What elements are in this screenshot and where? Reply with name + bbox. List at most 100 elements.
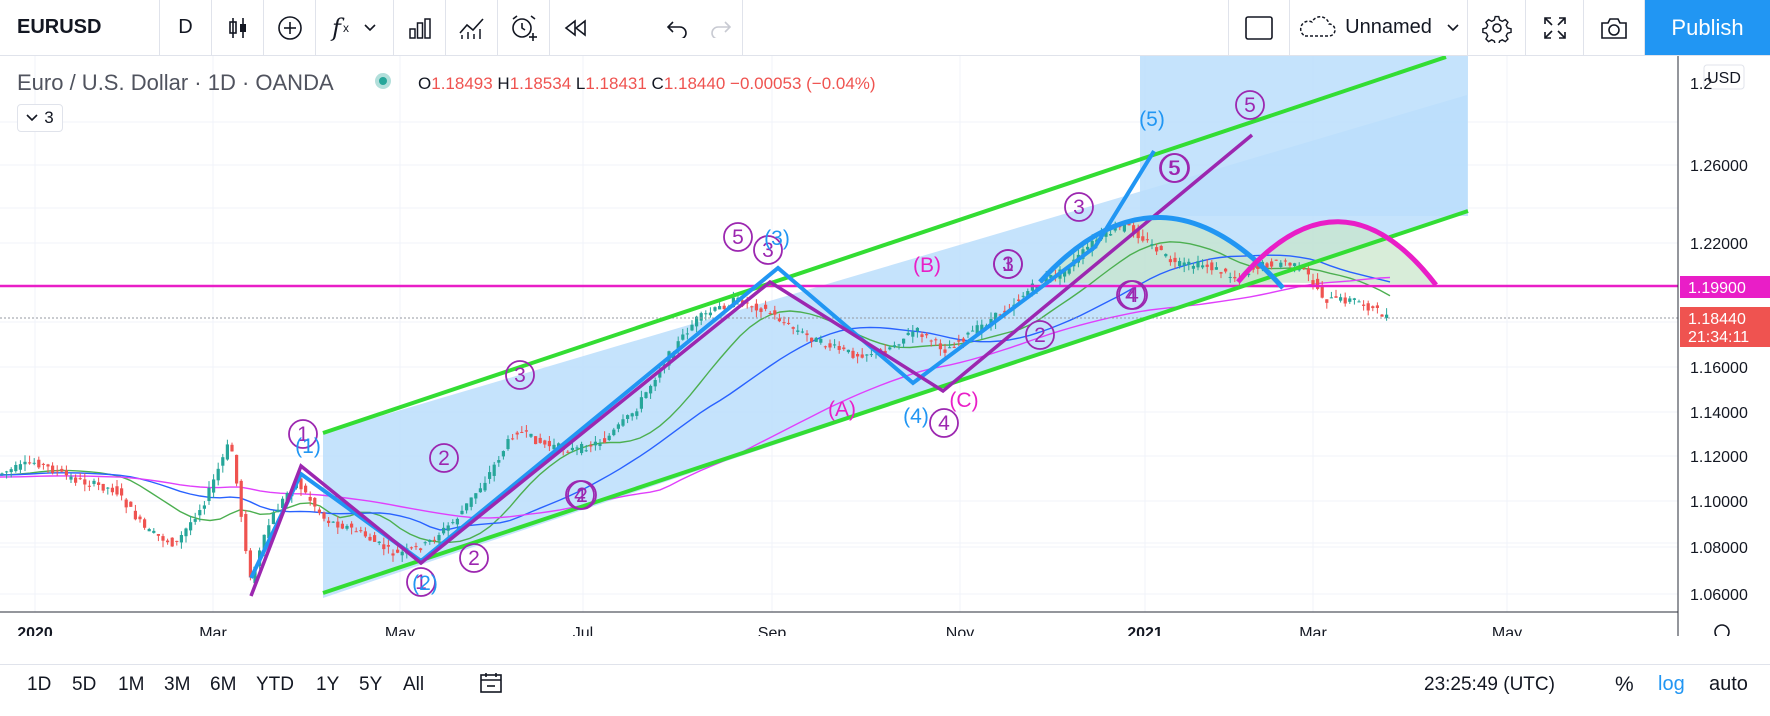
symbol-search-button[interactable]: EURUSD <box>0 0 160 55</box>
wave-label[interactable]: 3 <box>753 235 783 265</box>
candle-body <box>543 440 547 445</box>
wave-label-text: 3 <box>1002 253 1014 276</box>
wave-label[interactable]: 2 <box>567 480 597 510</box>
templates-button[interactable] <box>446 0 498 55</box>
candle-body <box>46 464 50 467</box>
wave-label[interactable]: (3) <box>764 227 790 250</box>
price-chart[interactable]: 1234512345324512345(1)(2)(3)(4)(5)(A)(B)… <box>0 56 1770 636</box>
arc-blue[interactable] <box>1038 215 1285 290</box>
utc-clock[interactable]: 23:25:49 (UTC) <box>1424 674 1555 695</box>
channel-lower-line[interactable] <box>322 209 1469 595</box>
chart-type-button[interactable] <box>212 0 264 55</box>
elliott-wave-purple[interactable] <box>249 133 1254 597</box>
range-button[interactable]: 1M <box>118 674 145 695</box>
candle-body <box>244 514 248 552</box>
undo-button[interactable] <box>655 0 699 55</box>
high-label: H <box>497 74 510 93</box>
arc-magenta[interactable] <box>1236 219 1438 287</box>
candle-body <box>787 322 791 324</box>
candle-body <box>994 312 998 323</box>
candle-body <box>695 316 699 327</box>
candle-body <box>133 510 137 520</box>
wave-label[interactable]: 2 <box>429 443 459 473</box>
indicator-templates-icon <box>458 17 484 39</box>
settings-button[interactable] <box>1468 0 1526 55</box>
fullscreen-button[interactable] <box>1526 0 1584 55</box>
wave-label[interactable]: 2 <box>459 543 489 573</box>
replay-button[interactable] <box>550 0 602 55</box>
wave-label[interactable]: (4) <box>903 405 929 428</box>
wave-label-text: 2 <box>576 484 588 507</box>
financials-button[interactable] <box>394 0 446 55</box>
market-status-dot[interactable] <box>375 73 391 89</box>
wave-label[interactable]: 5 <box>1235 90 1265 120</box>
candles-icon <box>228 17 246 38</box>
wave-label[interactable]: (1) <box>295 435 321 458</box>
wave-label[interactable]: (2) <box>412 572 438 595</box>
range-button[interactable]: 1Y <box>316 674 340 695</box>
wave-label[interactable]: 4 <box>929 408 959 438</box>
time-axis[interactable]: 2020 Mar May Jul Sep Nov 2021 Mar May <box>17 625 1522 636</box>
wave-label[interactable]: (B) <box>913 254 941 277</box>
wave-label[interactable]: 4 <box>1116 280 1146 310</box>
publish-button[interactable]: Publish <box>1645 0 1770 55</box>
wave-label[interactable]: 1 <box>406 567 436 597</box>
wave-label[interactable]: (A) <box>828 398 856 421</box>
wave-label[interactable]: 3 <box>1064 192 1094 222</box>
candle-body <box>589 445 593 447</box>
range-button[interactable]: All <box>403 674 425 695</box>
axis-settings-button[interactable] <box>1714 624 1730 636</box>
goto-date-button[interactable] <box>478 670 504 701</box>
range-button[interactable]: 1D <box>27 674 52 695</box>
wave-label[interactable]: 5 <box>1159 153 1189 183</box>
ohlc-values: O1.18493 H1.18534 L1.18431 C1.18440 −0.0… <box>418 74 876 94</box>
range-button[interactable]: YTD <box>256 674 294 695</box>
candle-body <box>423 542 427 544</box>
layout-select-button[interactable] <box>1228 0 1290 55</box>
candle-body <box>469 497 473 507</box>
candle-body <box>1352 298 1356 300</box>
wave-label[interactable]: 3 <box>993 249 1023 279</box>
indicators-button[interactable]: f x <box>316 0 394 55</box>
redo-button[interactable] <box>699 0 743 55</box>
function-icon: f <box>332 13 341 42</box>
wave-label[interactable]: 1 <box>288 419 318 449</box>
candle-body <box>902 338 906 344</box>
candle-body <box>414 546 418 548</box>
save-layout-button[interactable]: Unnamed <box>1290 0 1468 55</box>
candle-body <box>980 324 984 333</box>
channel-upper-line[interactable] <box>322 56 1447 435</box>
candle-body <box>690 324 694 331</box>
range-button[interactable]: 5Y <box>359 674 383 695</box>
currency-button[interactable] <box>1703 64 1745 90</box>
indicators-toggle-button[interactable]: 3 <box>17 104 63 132</box>
auto-scale-toggle[interactable]: auto <box>1709 673 1748 695</box>
wave-label-text: 5 <box>1244 94 1256 117</box>
chevron-down-icon <box>364 23 376 31</box>
candle-body <box>975 325 979 335</box>
wave-label[interactable]: 2 <box>1025 320 1055 350</box>
wave-label[interactable]: 3 <box>505 360 535 390</box>
candle-body <box>340 523 344 529</box>
candle-body <box>0 473 4 475</box>
candle-body <box>455 518 459 525</box>
log-scale-toggle[interactable]: log <box>1658 673 1685 695</box>
time-tick-label: May <box>385 625 415 636</box>
elliott-wave-blue[interactable] <box>249 149 1156 579</box>
price-axis[interactable]: 1.26000 1.22000 1.16000 1.14000 1.12000 1.100… <box>1690 158 1748 604</box>
range-button[interactable]: 5D <box>72 674 97 695</box>
range-button[interactable]: 6M <box>210 674 237 695</box>
interval-button[interactable]: D <box>160 0 212 55</box>
wave-label[interactable]: 5 <box>723 222 753 252</box>
range-button[interactable]: 3M <box>164 674 191 695</box>
percent-scale-toggle[interactable]: % <box>1615 673 1634 696</box>
candle-body <box>883 350 887 354</box>
snapshot-button[interactable] <box>1584 0 1645 55</box>
wave-label[interactable]: (C) <box>949 389 978 412</box>
candle-body <box>465 503 469 511</box>
bar-countdown-label: 21:34:11 <box>1688 329 1749 346</box>
candle-body <box>409 547 413 549</box>
compare-button[interactable] <box>264 0 316 55</box>
alert-button[interactable] <box>498 0 550 55</box>
wave-label[interactable]: (5) <box>1139 108 1165 131</box>
